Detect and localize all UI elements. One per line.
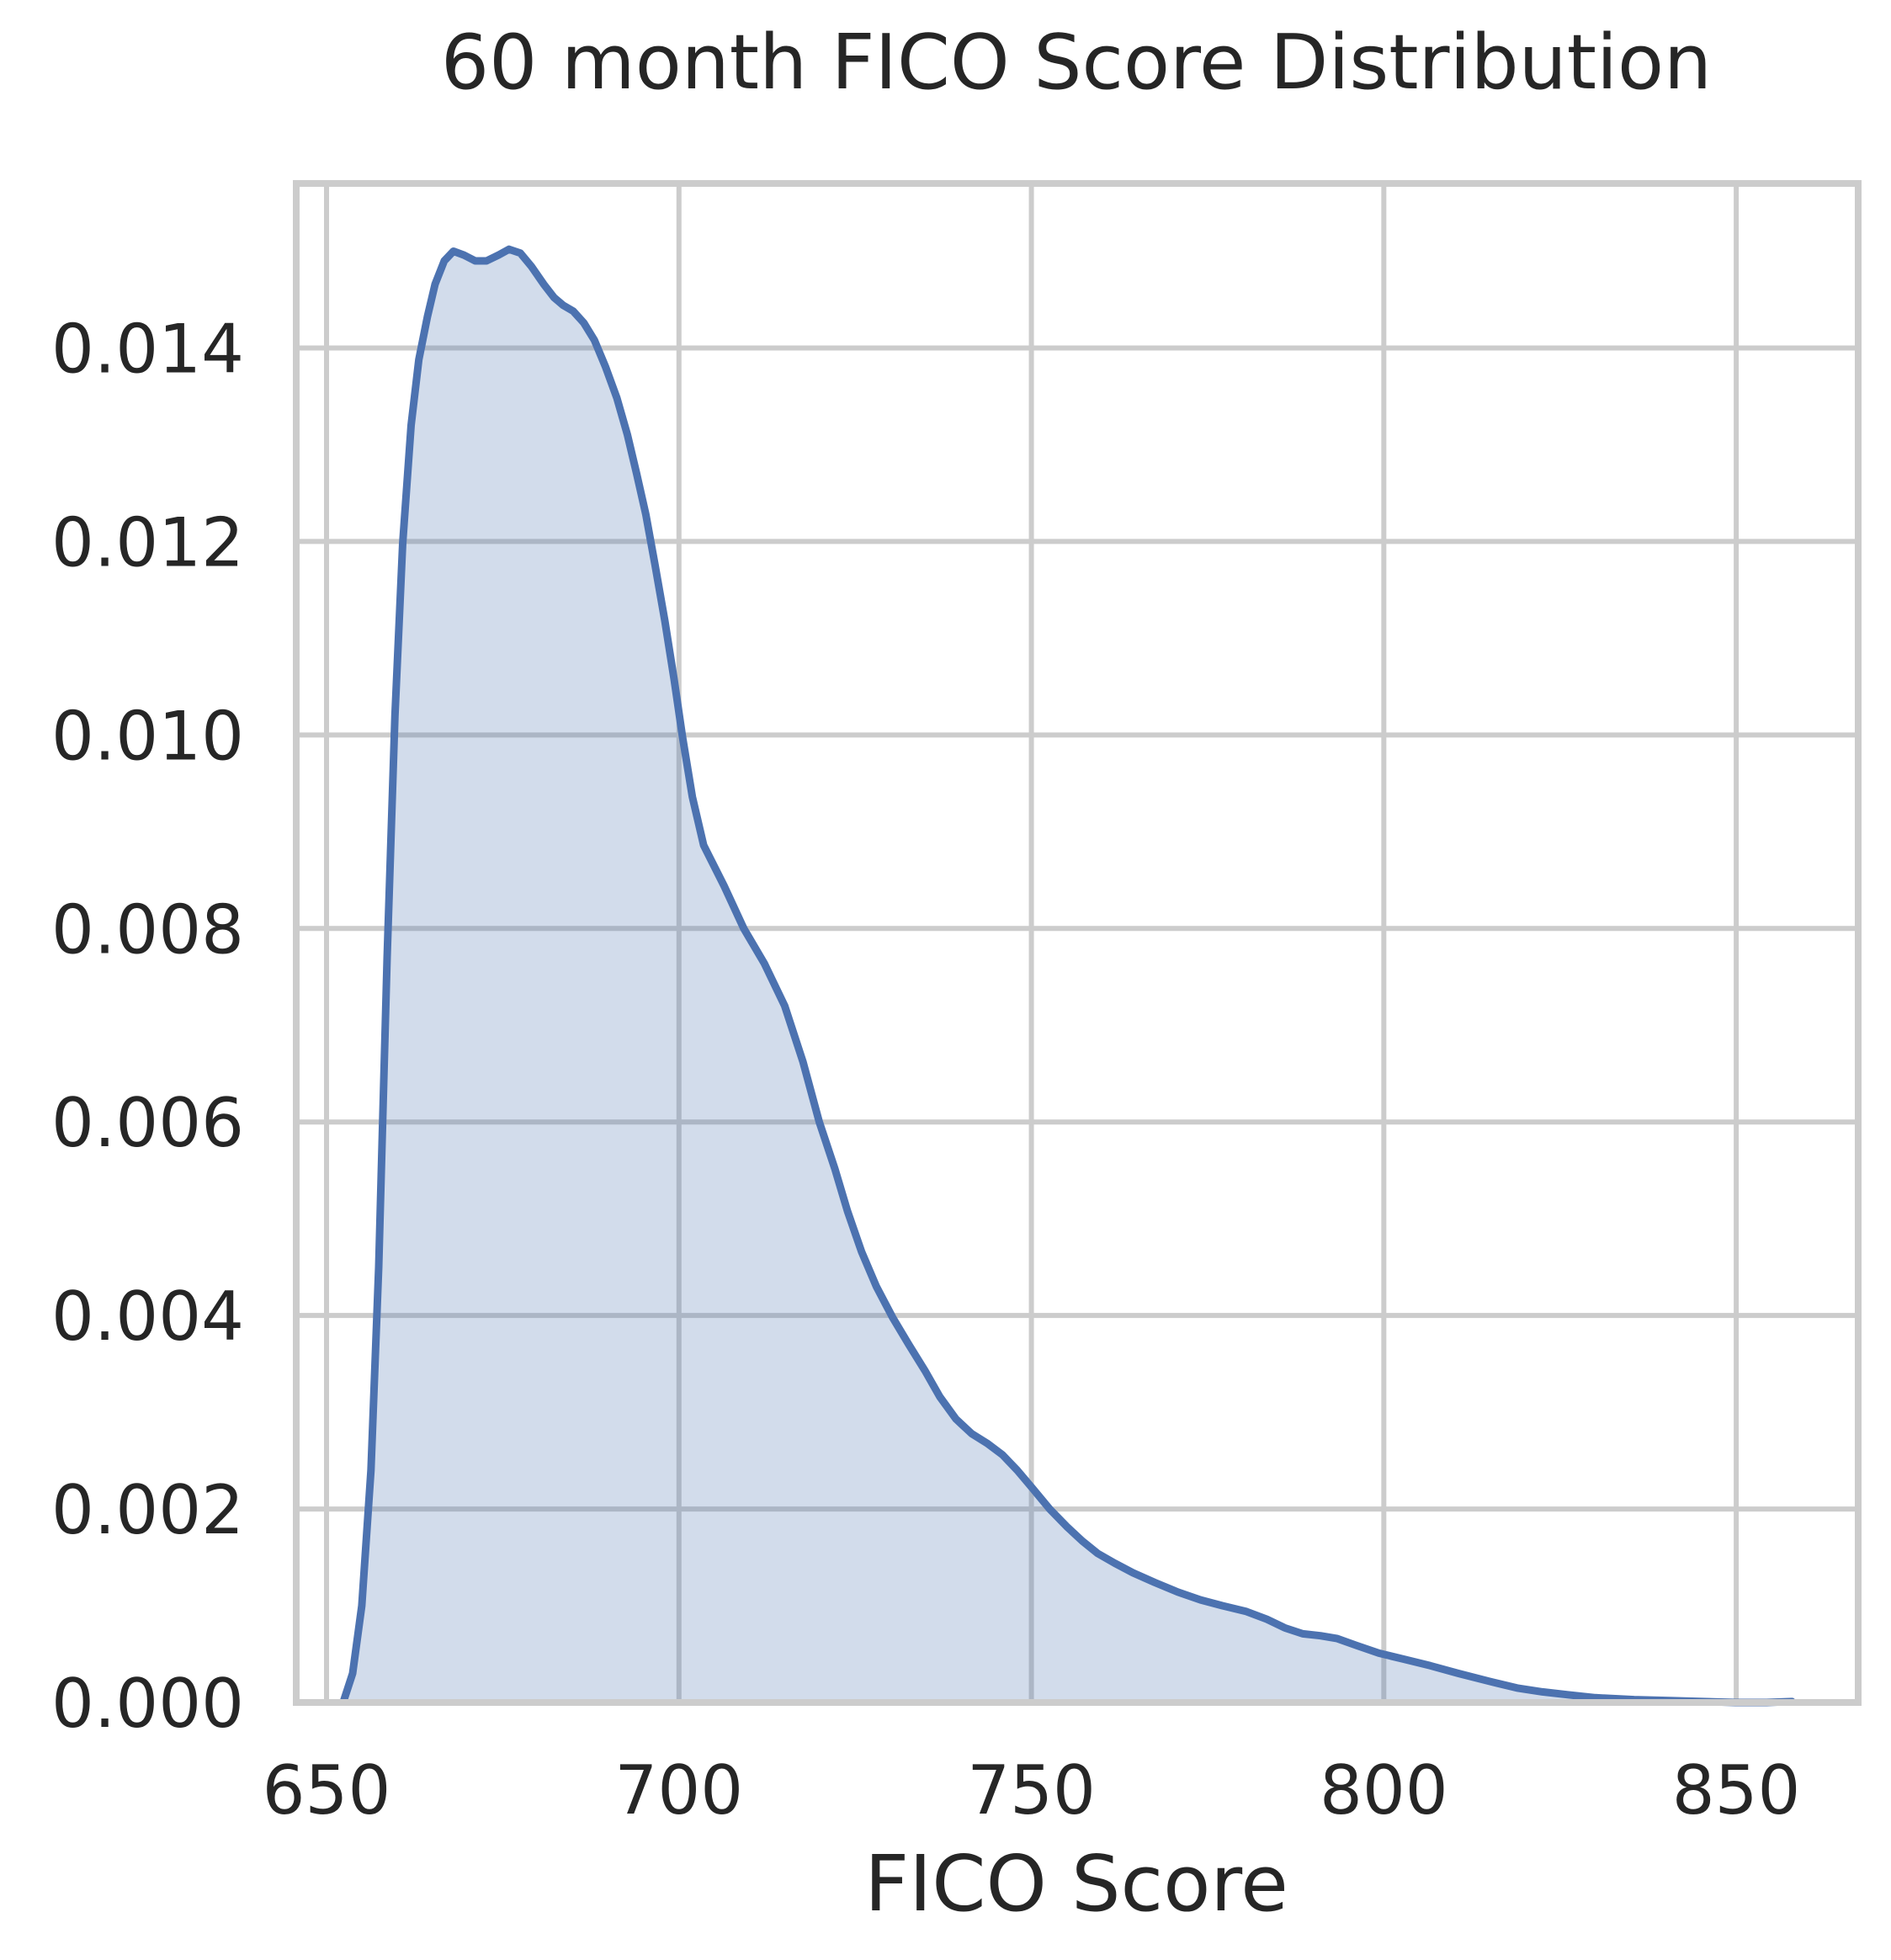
x-tick-label: 800 [1320, 1751, 1448, 1830]
chart-title: 60 month FICO Score Distribution [441, 19, 1712, 107]
x-tick-label: 650 [263, 1751, 391, 1830]
density-plot-area [339, 245, 1796, 1707]
y-tick-label: 0.006 [51, 1084, 244, 1162]
y-tick-label: 0.002 [51, 1471, 244, 1549]
x-axis-ticks: 650 700 750 800 850 [263, 1751, 1801, 1830]
plot-frame [293, 180, 1862, 1706]
x-axis-label: FICO Score [864, 1839, 1288, 1929]
y-axis-ticks: 0.000 0.002 0.004 0.006 0.008 0.010 0.012 0.014 [51, 310, 244, 1743]
x-tick-label: 750 [967, 1751, 1096, 1830]
y-tick-label: 0.014 [51, 310, 244, 388]
x-tick-label: 850 [1672, 1751, 1801, 1830]
y-tick-label: 0.010 [51, 697, 244, 775]
y-tick-label: 0.000 [51, 1665, 244, 1743]
density-fill [343, 249, 1793, 1703]
y-tick-label: 0.008 [51, 890, 244, 969]
y-tick-label: 0.004 [51, 1277, 244, 1356]
density-line [339, 245, 1796, 1707]
x-tick-label: 700 [614, 1751, 743, 1830]
y-tick-label: 0.012 [51, 503, 244, 582]
